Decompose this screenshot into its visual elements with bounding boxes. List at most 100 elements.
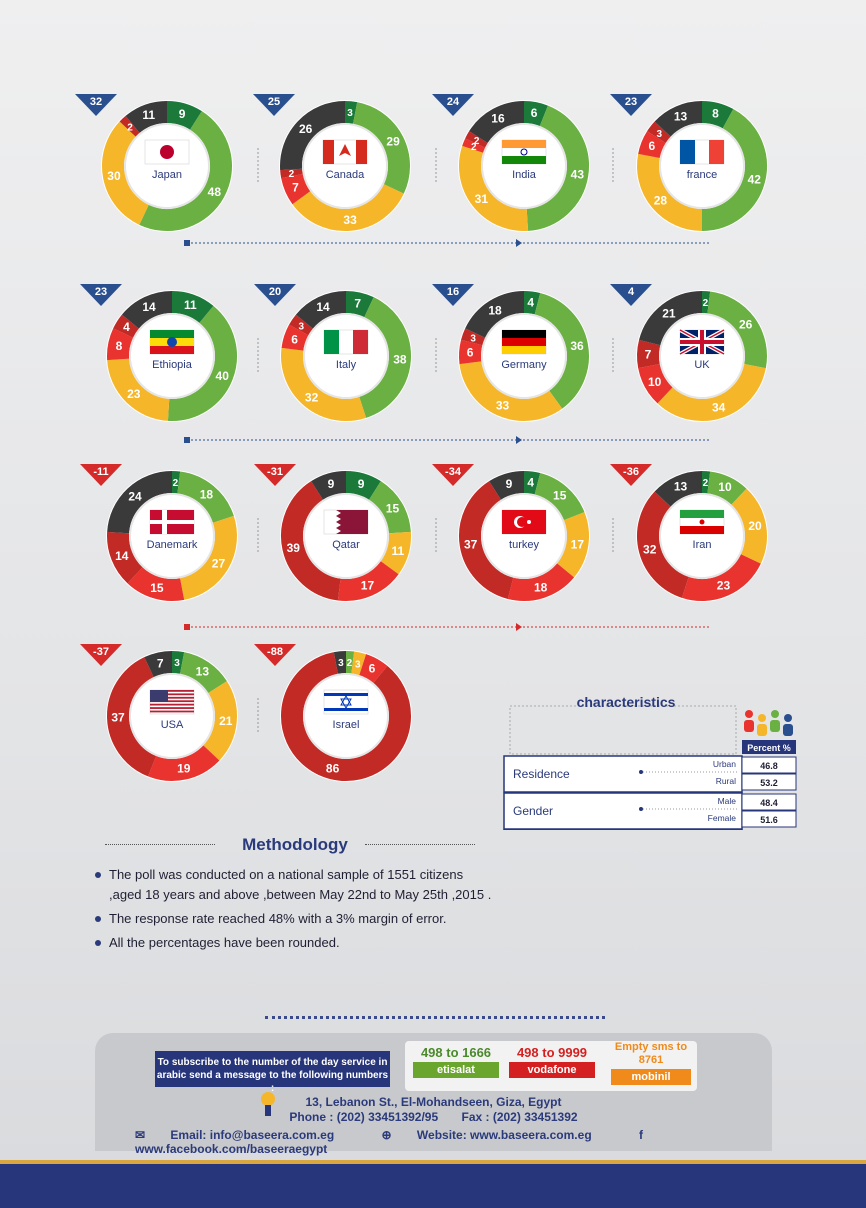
donut-segment: [144, 651, 173, 678]
donut-segment: [534, 293, 589, 409]
score-badge: [80, 284, 122, 306]
donut-ethiopia: 11 40 23 84 14 Ethiopia 23: [80, 284, 238, 422]
baseera-logo-icon: [261, 1092, 275, 1116]
donut-segment: [358, 654, 388, 684]
methodology-title: Methodology: [95, 835, 495, 855]
donut-segment: [289, 314, 314, 336]
sub-label: Female: [708, 813, 737, 823]
segment-label: 7: [354, 296, 361, 310]
donut-segment: [706, 291, 767, 369]
donut-segment: [107, 657, 157, 777]
donut-segment: [523, 101, 548, 127]
email-link[interactable]: ✉ Email: info@baseera.com.eg: [135, 1128, 335, 1142]
segment-label: 6: [467, 346, 474, 360]
country-name: India: [512, 169, 537, 181]
segment-label: 13: [196, 664, 210, 678]
segment-label: 8: [712, 107, 719, 121]
flag-stripe: [324, 330, 339, 354]
flag-stripe: [353, 330, 368, 354]
flag-stripe: [340, 694, 352, 706]
segment-label: 37: [464, 537, 478, 551]
percent-header: Percent %: [747, 743, 791, 753]
flag-stripe: [150, 703, 194, 706]
donut-segment: [469, 101, 525, 144]
segment-label: 15: [386, 502, 400, 516]
segment-label: 86: [326, 761, 340, 775]
flag-stripe: [150, 330, 194, 338]
segment-label: 21: [219, 714, 233, 728]
donut-segment: [459, 360, 563, 421]
vodafone-label: vodafone: [509, 1062, 595, 1078]
row-separator: [184, 239, 710, 247]
donut-segment: [380, 531, 411, 575]
donut-segment: [638, 363, 673, 404]
donut-segment: [639, 291, 703, 346]
score-value: 23: [625, 96, 637, 108]
segment-label: 34: [712, 400, 726, 414]
donut-segment: [281, 324, 309, 352]
etisalat-block: 498 to 1666 etisalat: [413, 1045, 499, 1078]
donut-hole-ring: [302, 123, 388, 209]
flag-stripe: [150, 693, 194, 696]
sub-label: Urban: [713, 759, 736, 769]
donut-segment: [171, 651, 185, 674]
sub-dot: [639, 807, 643, 811]
methodology-item: All the percentages have been rounded.: [95, 933, 495, 953]
donut-segment: [507, 562, 575, 601]
flag-stripe: [167, 337, 177, 347]
segment-label: 29: [386, 134, 400, 148]
flag-stripe: [150, 346, 194, 354]
score-value: -88: [267, 646, 283, 658]
value-text: 53.2: [760, 778, 778, 788]
flag-stripe: [150, 700, 194, 703]
segment-label: 14: [115, 549, 129, 563]
vodafone-number: 498 to 9999: [516, 1045, 588, 1060]
segment-label: 4: [527, 475, 534, 489]
segment-label: 36: [570, 339, 584, 353]
methodology-item: The response rate reached 48% with a 3% …: [95, 909, 495, 929]
donut-france: 8 42 28 63 13 france 23: [610, 94, 768, 232]
facebook-link[interactable]: f www.facebook.com/baseeraegypt: [135, 1128, 643, 1156]
donut-hole-ring: [303, 313, 389, 399]
footer: To subscribe to the number of the day se…: [95, 1033, 772, 1156]
donut-germany: 4 36 33 63 18 Germany 16: [432, 284, 590, 422]
separator-arrow-icon: [516, 436, 522, 444]
flag-stripe: [680, 526, 724, 534]
donut-segment: [292, 183, 404, 231]
segment-label: 23: [127, 387, 141, 401]
score-badge: [254, 464, 296, 486]
country-name: Germany: [501, 359, 547, 371]
score-value: -11: [93, 466, 108, 478]
segment-label: 2: [289, 169, 295, 180]
score-badge: [432, 284, 474, 306]
segment-label: 17: [571, 537, 585, 551]
donut-segment: [523, 291, 541, 315]
score-badge: [80, 464, 122, 486]
donut-segment: [121, 291, 173, 330]
donut-segment: [701, 109, 767, 231]
donut-segment: [638, 131, 666, 159]
donut-segment: [280, 101, 346, 171]
phone-text: Phone : (202) 33451392/95: [289, 1110, 439, 1124]
segment-label: 4: [123, 320, 130, 334]
address-block: 13, Lebanon St., El-Mohandseen, Giza, Eg…: [95, 1095, 772, 1125]
country-name: UK: [694, 359, 710, 371]
value-cell: [741, 756, 797, 774]
segment-label: 6: [648, 139, 655, 153]
characteristics-title: characteristics: [577, 694, 676, 710]
globe-icon: ⊕: [381, 1128, 392, 1142]
segment-label: 27: [212, 556, 226, 570]
score-badge: [254, 644, 296, 666]
donut-segment: [461, 328, 486, 346]
segment-label: 3: [338, 658, 344, 669]
website-link[interactable]: ⊕ Website: www.baseera.com.eg: [381, 1128, 592, 1142]
segment-label: 37: [111, 711, 125, 725]
donut-segment: [148, 745, 220, 781]
segment-label: 3: [470, 334, 476, 345]
segment-label: 9: [358, 477, 365, 491]
segment-label: 11: [392, 544, 405, 558]
segment-label: 16: [491, 112, 505, 126]
score-badge: [610, 94, 652, 116]
donut-segment: [107, 358, 170, 421]
